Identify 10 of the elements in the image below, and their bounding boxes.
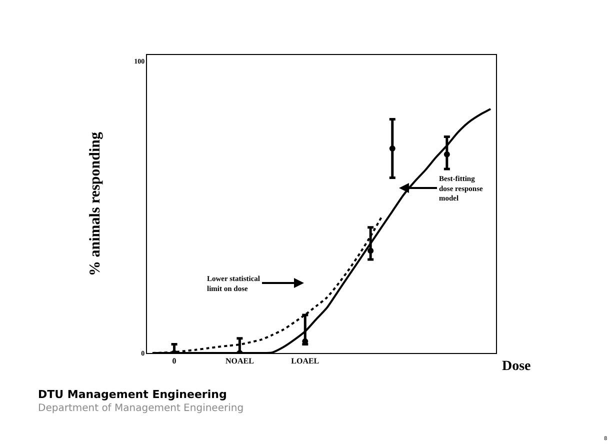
text: DTU Management Engineering bbox=[38, 388, 227, 401]
text: Department of Management Engineering bbox=[38, 403, 244, 414]
x-axis-title: Dose bbox=[502, 359, 531, 374]
point bbox=[368, 248, 374, 254]
x-tick-label: 0 bbox=[172, 356, 176, 366]
point bbox=[389, 145, 396, 152]
x-tick-label: LOAEL bbox=[291, 356, 320, 366]
y-axis-title: % animals responding bbox=[87, 132, 104, 276]
x-tick-label: NOAEL bbox=[225, 356, 254, 366]
point bbox=[444, 151, 450, 158]
